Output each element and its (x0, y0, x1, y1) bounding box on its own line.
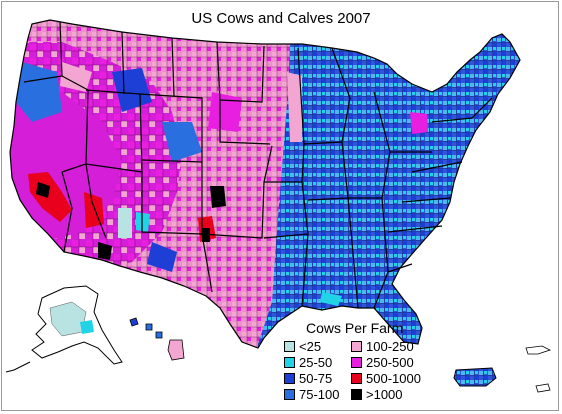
legend-swatch (351, 341, 362, 352)
puerto-rico (453, 345, 552, 393)
hawaii (129, 317, 185, 361)
alaska (5, 285, 123, 373)
legend-label: 75-100 (299, 387, 340, 402)
legend-title: Cows Per Farm (306, 320, 404, 336)
legend-swatch (284, 357, 295, 368)
legend-item: <25 (284, 339, 321, 354)
legend-item: 25-50 (284, 355, 332, 370)
legend-item: >1000 (351, 387, 403, 402)
legend-label: >1000 (366, 387, 403, 402)
legend-label: 50-75 (299, 371, 333, 386)
legend-item: 500-1000 (351, 371, 421, 386)
legend-item: 250-500 (351, 355, 414, 370)
state-borders (9, 19, 521, 349)
legend-swatch (351, 357, 362, 368)
legend-item: 50-75 (284, 371, 332, 386)
legend-label: 250-500 (366, 355, 414, 370)
legend: Cows Per Farm <25 25-50 50-75 75-100 100… (278, 320, 448, 404)
legend-swatch (284, 341, 295, 352)
legend-swatch (351, 373, 362, 384)
legend-label: <25 (299, 339, 322, 354)
legend-swatch (284, 373, 295, 384)
legend-swatch (351, 389, 362, 400)
legend-item: 100-250 (351, 339, 414, 354)
legend-swatch (284, 389, 295, 400)
choropleth-map (5, 19, 552, 393)
legend-label: 25-50 (299, 355, 333, 370)
map-title: US Cows and Calves 2007 (191, 10, 371, 27)
legend-item: 75-100 (284, 387, 339, 402)
legend-label: 100-250 (366, 339, 414, 354)
legend-label: 500-1000 (366, 371, 421, 386)
